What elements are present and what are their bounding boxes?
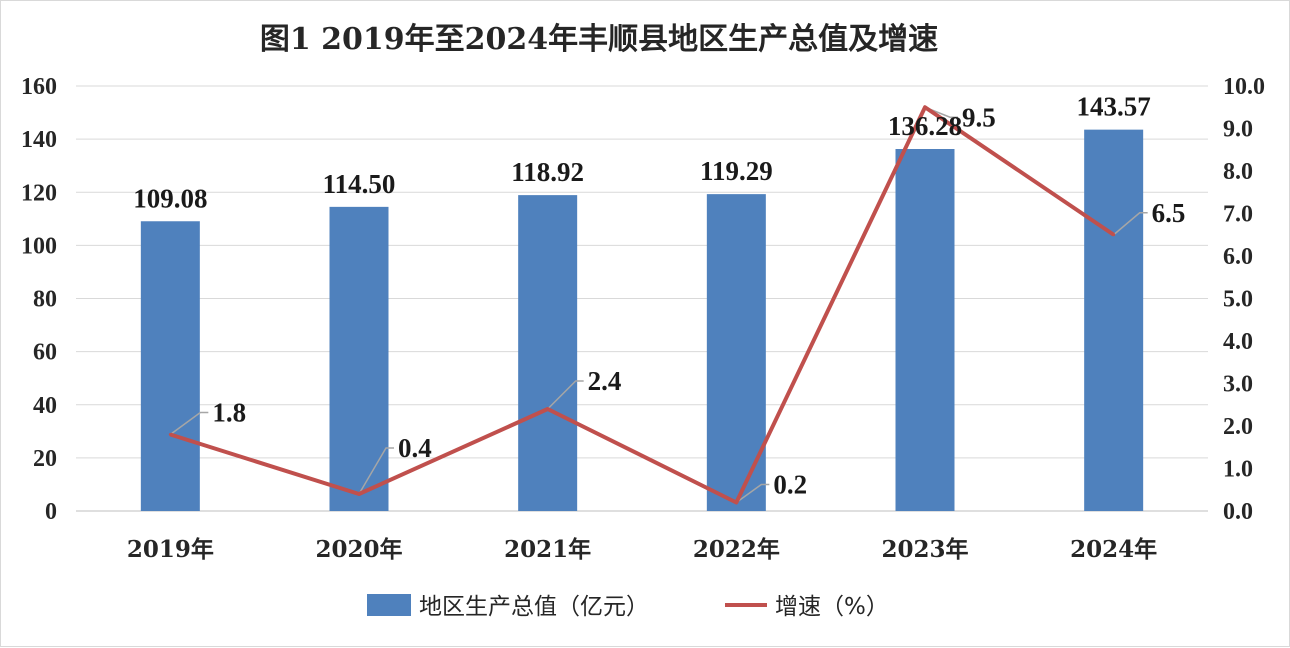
growth-line — [169, 105, 1115, 505]
bar — [518, 195, 578, 511]
line-series — [168, 105, 1116, 505]
legend-line-label: 增速（%） — [775, 594, 889, 620]
y-left-tick-label: 40 — [33, 393, 57, 419]
x-tick-label: 2021年 — [504, 536, 591, 563]
y-right-tick-label: 4.0 — [1223, 329, 1253, 355]
line-data-label: 2.4 — [588, 366, 622, 396]
y-right-tick-label: 1.0 — [1223, 457, 1253, 483]
y-right-tick-label: 6.0 — [1223, 244, 1253, 270]
legend-bar-swatch — [367, 594, 411, 616]
y-left-tick-label: 140 — [21, 127, 57, 153]
chart-title: 图1 2019年至2024年丰顺县地区生产总值及增速 — [260, 22, 938, 57]
leader-lines — [169, 106, 1148, 504]
line-point — [357, 492, 361, 496]
leader-line — [358, 447, 394, 495]
y-left-tick-label: 100 — [21, 233, 57, 259]
line-data-label: 1.8 — [212, 398, 246, 428]
bar-series — [140, 129, 1144, 512]
y-axis-left: 0 20 40 60 80 100 120 140 160 — [21, 74, 57, 525]
y-right-tick-label: 10.0 — [1223, 74, 1265, 100]
line-point — [734, 501, 738, 504]
y-left-tick-label: 160 — [21, 74, 57, 100]
leader-line — [1113, 212, 1148, 236]
bar-data-label: 136.28 — [888, 111, 962, 141]
legend-bar-label: 地区生产总值（亿元） — [419, 594, 649, 620]
line-point — [546, 407, 550, 411]
bar — [140, 221, 200, 511]
y-left-tick-label: 120 — [21, 180, 57, 206]
line-data-labels: 1.8 0.4 2.4 0.2 9.5 6.5 — [212, 102, 1185, 499]
y-left-tick-label: 60 — [33, 340, 57, 366]
line-point — [923, 105, 927, 109]
bar-data-label: 114.50 — [323, 169, 396, 199]
x-axis: 2019年 2020年 2021年 2022年 2023年 2024年 — [127, 536, 1157, 563]
line-point — [1112, 233, 1116, 237]
bar-data-label: 143.57 — [1077, 92, 1151, 122]
leader-line — [169, 411, 209, 436]
y-right-tick-label: 5.0 — [1223, 287, 1253, 313]
x-tick-label: 2019年 — [127, 536, 214, 563]
bar-data-label: 118.92 — [511, 157, 584, 187]
leader-line — [547, 380, 584, 410]
x-tick-label: 2022年 — [693, 536, 780, 563]
y-axis-right: 0.0 1.0 2.0 3.0 4.0 5.0 6.0 7.0 8.0 9.0 10.0 — [1223, 74, 1265, 525]
bar-data-label: 109.08 — [133, 183, 207, 213]
y-left-tick-label: 0 — [45, 499, 57, 525]
bar-data-label: 119.29 — [700, 156, 773, 186]
line-data-label: 6.5 — [1152, 198, 1186, 228]
y-right-tick-label: 9.0 — [1223, 117, 1253, 143]
line-point — [168, 433, 172, 436]
line-data-label: 0.2 — [773, 470, 807, 500]
bar — [329, 206, 389, 511]
y-right-tick-label: 2.0 — [1223, 414, 1253, 440]
x-tick-label: 2024年 — [1070, 536, 1157, 563]
x-tick-label: 2023年 — [881, 536, 968, 563]
bar — [895, 149, 955, 511]
y-right-tick-label: 0.0 — [1223, 499, 1253, 525]
gridlines — [76, 85, 1208, 512]
line-data-label: 9.5 — [962, 102, 996, 132]
x-tick-label: 2020年 — [315, 536, 402, 563]
y-left-tick-label: 20 — [33, 446, 57, 472]
bar — [1084, 129, 1144, 511]
y-right-tick-label: 7.0 — [1223, 202, 1253, 228]
legend: 地区生产总值（亿元） 增速（%） — [367, 594, 889, 620]
y-right-tick-label: 8.0 — [1223, 159, 1253, 185]
y-left-tick-label: 80 — [33, 287, 57, 313]
y-right-tick-label: 3.0 — [1223, 372, 1253, 398]
leader-line — [735, 483, 770, 504]
bar-data-labels: 109.08 114.50 118.92 119.29 136.28 143.57 — [133, 92, 1151, 214]
line-data-label: 0.4 — [398, 433, 432, 463]
